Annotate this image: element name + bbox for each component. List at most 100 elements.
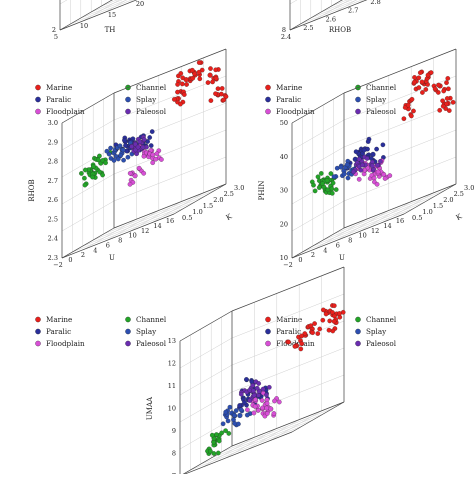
- panel-grid: [179, 266, 345, 477]
- scatter3d-panel-top-right: 2.42.52.62.72.82.91020304050876RHOBPHIN: [281, 0, 381, 41]
- point-splay: [220, 421, 226, 427]
- point-splay: [223, 409, 229, 415]
- point-marine: [292, 344, 298, 349]
- point-marine: [411, 108, 416, 114]
- legend-marker-paleosol: [125, 340, 131, 347]
- point-channel: [333, 187, 339, 192]
- scatter3d-panel-top-left: 5101520250.51.01.52.02.53.021THK: [52, 0, 144, 41]
- point-marine: [432, 86, 438, 92]
- axis-edge: [231, 401, 345, 447]
- panel-axes: [59, 0, 138, 31]
- point-channel: [320, 181, 325, 186]
- point-channel: [90, 174, 95, 180]
- grid-line: [179, 364, 233, 396]
- y-axis-title: K: [455, 212, 464, 222]
- x-axis-title: U: [339, 254, 345, 262]
- axis-edge: [61, 92, 115, 124]
- z-tick-label: 2.7: [48, 177, 58, 185]
- grid-line: [72, 207, 185, 253]
- grid-line: [333, 189, 446, 235]
- x-tick-label: 4: [93, 246, 97, 254]
- x-tick-label: 0: [298, 256, 302, 264]
- point-channel: [318, 171, 324, 176]
- legend-marker-floodplain: [35, 108, 41, 115]
- point-marine: [412, 75, 417, 80]
- point-marine: [299, 333, 305, 339]
- point-marine: [417, 70, 423, 76]
- grid-line: [359, 201, 412, 232]
- point-marine: [221, 97, 227, 103]
- x-tick-label: 2.5: [303, 24, 313, 32]
- scatter3d-panel-bottom: 78910111213UMAA: [146, 266, 346, 478]
- legend-middle-left: Marine Channel Paralic Splay Floodplain Paleo…: [35, 315, 167, 348]
- point-channel: [97, 169, 103, 175]
- z-axis-title: PHIN: [258, 181, 266, 201]
- point-floodplain: [153, 156, 159, 162]
- grid-line: [104, 0, 127, 13]
- point-marine: [196, 60, 202, 65]
- grid-line: [312, 0, 350, 22]
- y-tick-label: 0.5: [182, 214, 192, 222]
- legend-marker-floodplain: [35, 340, 41, 347]
- x-tick-label: 14: [383, 222, 391, 230]
- tick-labels: 78910111213: [168, 337, 176, 478]
- point-marine: [323, 311, 329, 317]
- z-tick-label: 2.8: [48, 158, 58, 166]
- point-channel: [312, 188, 318, 194]
- point-marine: [441, 88, 447, 94]
- point-floodplain: [276, 399, 282, 405]
- point-marine: [440, 98, 445, 104]
- grid-line: [314, 218, 367, 250]
- x-tick-label: 8: [118, 237, 122, 245]
- point-channel: [82, 182, 88, 188]
- legend-label-paleosol: Paleosol: [366, 107, 397, 116]
- point-channel: [330, 180, 336, 186]
- grid-line: [291, 146, 345, 178]
- legend-label-channel: Channel: [366, 315, 397, 324]
- z-tick-label: 2: [52, 26, 56, 34]
- legend-marker-paralic: [35, 96, 41, 103]
- point-marine: [437, 107, 443, 113]
- point-splay: [344, 162, 350, 168]
- point-marine: [179, 81, 185, 87]
- point-marine: [298, 346, 304, 352]
- point-channel: [95, 157, 101, 163]
- x-tick-label: 10: [129, 232, 137, 240]
- z-tick-label: 8: [172, 450, 176, 458]
- axis-edge: [291, 401, 345, 433]
- point-channel: [215, 450, 221, 456]
- point-floodplain: [159, 157, 164, 162]
- point-marine: [190, 75, 196, 81]
- point-marine: [330, 310, 335, 315]
- grid-line: [300, 0, 363, 25]
- y-tick-label: 1.0: [192, 208, 202, 216]
- grid-line: [381, 192, 434, 224]
- point-channel: [223, 428, 228, 434]
- y-tick-label: 1.5: [433, 202, 443, 210]
- legend-marker-splay: [355, 96, 361, 103]
- point-floodplain: [127, 181, 133, 187]
- point-paralic: [361, 147, 367, 153]
- z-tick-label: 10: [168, 405, 176, 413]
- grid-line: [343, 75, 457, 121]
- grid-line: [221, 407, 334, 453]
- legend-label-splay: Splay: [136, 95, 157, 104]
- legend-label-paleosol: Paleosol: [136, 107, 167, 116]
- point-marine: [189, 67, 195, 73]
- point-channel: [315, 174, 321, 180]
- z-tick-label: 12: [168, 360, 176, 368]
- legend-label-floodplain: Floodplain: [46, 339, 85, 348]
- legend-marker-paleosol: [125, 108, 131, 115]
- axis-edge: [179, 310, 233, 342]
- point-channel: [91, 164, 96, 169]
- y-tick-label: 2.0: [213, 196, 223, 204]
- grid-line: [343, 102, 457, 148]
- point-splay: [237, 412, 243, 419]
- point-floodplain: [381, 172, 387, 177]
- point-marine: [446, 108, 452, 113]
- axis-edge: [113, 183, 227, 229]
- point-channel: [214, 432, 219, 437]
- point-channel: [82, 167, 88, 173]
- x-axis-title: RHOB: [329, 26, 351, 34]
- z-tick-label: 9: [172, 427, 176, 435]
